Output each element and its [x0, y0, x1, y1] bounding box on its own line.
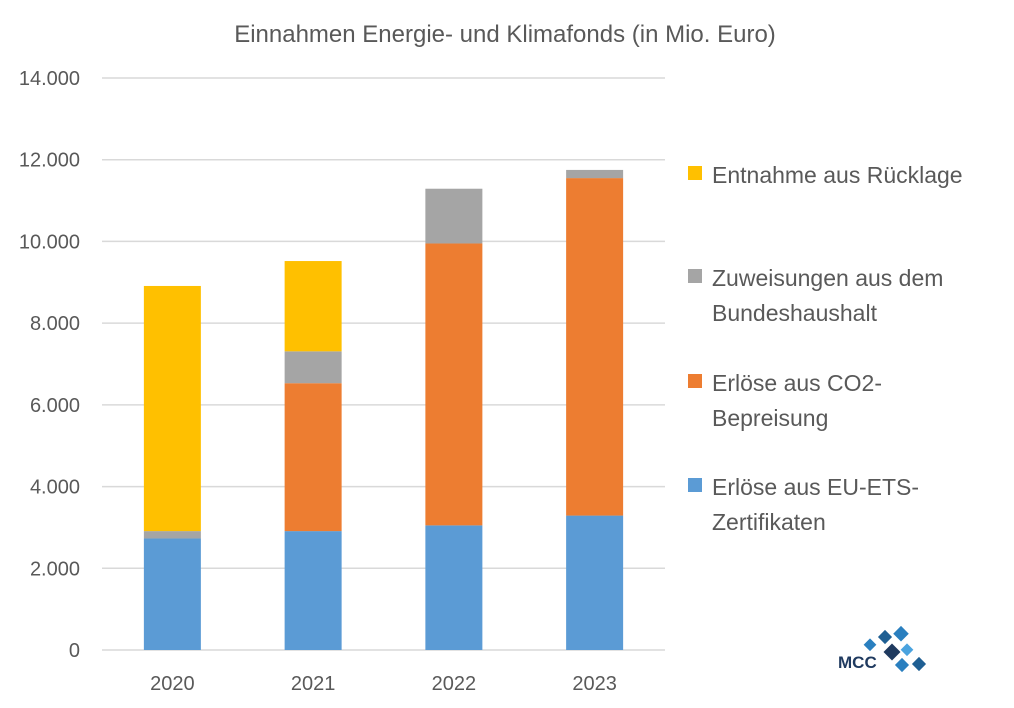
bar-segment-2022-s0: [425, 525, 483, 650]
legend: Entnahme aus Rücklage Zuweisungen aus dem…: [688, 162, 963, 535]
mcc-logo-text: MCC: [838, 653, 877, 672]
bar-segment-2021-s3: [284, 261, 342, 352]
y-tick-label: 14.000: [19, 68, 80, 90]
bar-segment-2020-s0: [143, 538, 201, 650]
chart-title: Einnahmen Energie- und Klimafonds (in Mi…: [234, 21, 776, 48]
bar-segment-2020-s2: [143, 531, 201, 539]
mcc-logo: MCC: [838, 625, 927, 673]
bar-segment-2023-s2: [566, 169, 624, 179]
x-tick-label: 2020: [150, 673, 195, 695]
legend-label: Erlöse aus EU-ETS-: [712, 474, 919, 500]
x-tick-label: 2021: [291, 673, 336, 695]
y-tick-label: 12.000: [19, 150, 80, 172]
x-tick-label: 2023: [572, 673, 617, 695]
x-axis-ticks: 2020 2021 2022 2023: [150, 673, 617, 695]
legend-swatch: [688, 374, 702, 388]
y-tick-label: 8.000: [30, 313, 80, 335]
bar-segment-2021-s2: [284, 351, 342, 384]
bar-segment-2023-s0: [566, 515, 624, 650]
bar-segment-2021-s1: [284, 383, 342, 532]
y-tick-label: 6.000: [30, 395, 80, 417]
bar-segment-2022-s2: [425, 188, 483, 244]
legend-label: Zuweisungen aus dem: [712, 265, 943, 291]
legend-label: Bepreisung: [712, 405, 828, 431]
legend-label: Erlöse aus CO2-: [712, 370, 882, 396]
bars: [143, 169, 624, 650]
bar-segment-2021-s0: [284, 531, 342, 650]
mcc-logo-icon: [863, 625, 927, 673]
bar-segment-2022-s1: [425, 243, 483, 526]
legend-label: Bundeshaushalt: [712, 300, 878, 326]
x-tick-label: 2022: [432, 673, 477, 695]
bar-segment-2020-s3: [143, 285, 201, 532]
y-tick-label: 0: [69, 640, 80, 662]
legend-swatch: [688, 269, 702, 283]
y-tick-label: 2.000: [30, 558, 80, 580]
y-tick-label: 4.000: [30, 477, 80, 499]
legend-label: Zertifikaten: [712, 509, 826, 535]
y-tick-label: 10.000: [19, 231, 80, 253]
legend-label: Entnahme aus Rücklage: [712, 162, 963, 188]
y-axis-ticks: 0 2.000 4.000 6.000 8.000 10.000 12.000 14.000: [19, 68, 80, 662]
legend-swatch: [688, 478, 702, 492]
legend-swatch: [688, 166, 702, 180]
bar-segment-2023-s1: [566, 178, 624, 516]
